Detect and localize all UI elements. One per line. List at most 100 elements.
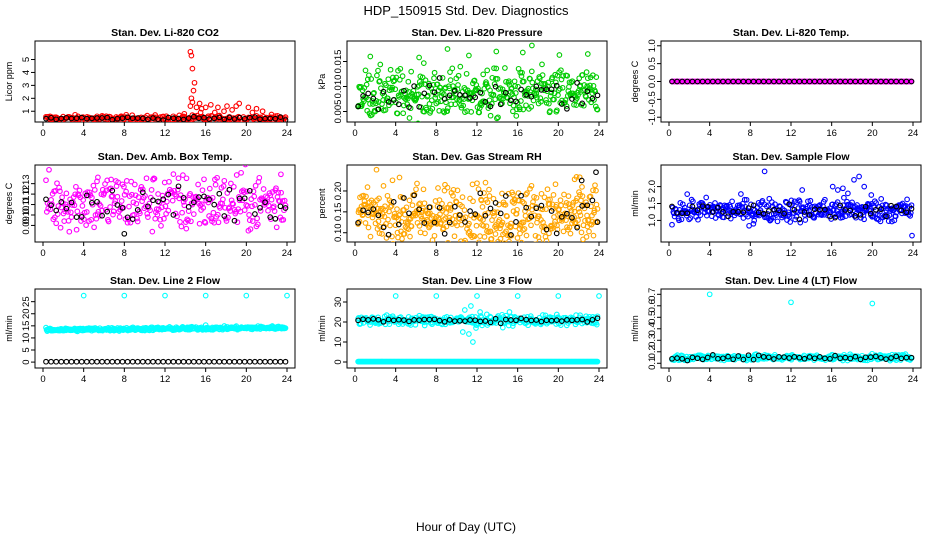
data-point bbox=[519, 198, 526, 205]
data-point bbox=[552, 79, 559, 86]
data-point bbox=[257, 208, 264, 214]
data-point bbox=[508, 232, 514, 238]
data-point bbox=[160, 117, 167, 122]
data-point bbox=[83, 358, 90, 365]
data-point bbox=[502, 202, 509, 208]
data-point bbox=[395, 221, 402, 228]
data-point bbox=[475, 85, 481, 92]
data-point bbox=[252, 114, 258, 120]
data-point bbox=[783, 199, 790, 206]
x-tick-label: 20 bbox=[553, 374, 564, 385]
data-point bbox=[360, 316, 366, 323]
data-point bbox=[390, 78, 397, 85]
data-point bbox=[755, 352, 762, 359]
data-point bbox=[487, 112, 494, 119]
data-point bbox=[267, 358, 274, 365]
data-point bbox=[584, 319, 591, 325]
data-point bbox=[781, 213, 787, 219]
data-point bbox=[380, 88, 387, 95]
data-point bbox=[360, 93, 366, 99]
data-point bbox=[241, 115, 248, 122]
data-point bbox=[576, 209, 583, 215]
data-point bbox=[781, 210, 787, 217]
data-point bbox=[65, 209, 71, 215]
data-point bbox=[577, 212, 584, 219]
data-point bbox=[170, 358, 177, 365]
data-point bbox=[63, 205, 70, 212]
data-point bbox=[394, 206, 400, 212]
data-point bbox=[410, 121, 415, 122]
data-point bbox=[252, 202, 258, 208]
data-point bbox=[818, 212, 825, 218]
data-point bbox=[582, 217, 588, 224]
data-point bbox=[486, 193, 493, 199]
data-point bbox=[796, 216, 803, 223]
data-point bbox=[720, 355, 726, 362]
data-point bbox=[249, 203, 255, 210]
y-axis-label: ml/min bbox=[4, 315, 14, 342]
data-point bbox=[699, 203, 706, 209]
y-tick-label: 0.12 bbox=[21, 185, 32, 204]
data-point bbox=[409, 202, 416, 209]
data-point bbox=[454, 187, 461, 194]
data-point bbox=[43, 196, 49, 203]
data-point bbox=[377, 224, 383, 230]
series-2 bbox=[669, 78, 915, 85]
outlier-point bbox=[459, 329, 466, 335]
data-point bbox=[111, 200, 118, 207]
data-point bbox=[867, 354, 874, 360]
data-point bbox=[480, 223, 487, 229]
data-point bbox=[573, 102, 580, 108]
data-point bbox=[68, 358, 75, 365]
x-tick-label: 8 bbox=[434, 248, 439, 259]
x-tick-label: 12 bbox=[786, 248, 797, 259]
data-point bbox=[134, 358, 141, 365]
data-point bbox=[396, 76, 403, 83]
x-tick-label: 8 bbox=[122, 128, 127, 139]
data-point bbox=[124, 114, 131, 121]
y-tick-label: 0.010 bbox=[333, 75, 344, 99]
data-point bbox=[786, 213, 793, 220]
outlier-point bbox=[470, 339, 476, 345]
data-point bbox=[687, 215, 694, 221]
data-point bbox=[472, 314, 479, 320]
data-point bbox=[760, 210, 767, 217]
data-point bbox=[272, 215, 279, 222]
data-point bbox=[355, 219, 361, 226]
x-tick-label: 16 bbox=[512, 248, 523, 259]
data-point bbox=[231, 358, 238, 365]
data-point bbox=[128, 178, 135, 185]
outlier-point bbox=[202, 104, 209, 111]
data-point bbox=[171, 187, 177, 194]
data-point bbox=[280, 216, 287, 223]
outlier-point bbox=[259, 108, 266, 115]
data-point bbox=[487, 205, 494, 212]
x-tick-label: 24 bbox=[594, 374, 605, 385]
data-point bbox=[58, 199, 65, 205]
data-point bbox=[494, 209, 501, 216]
data-point bbox=[694, 355, 701, 362]
data-point bbox=[548, 317, 555, 324]
data-point bbox=[414, 180, 420, 187]
data-point bbox=[493, 225, 500, 231]
data-point bbox=[370, 316, 377, 322]
data-point bbox=[473, 222, 480, 229]
data-point bbox=[712, 200, 718, 206]
data-point bbox=[431, 232, 438, 239]
data-point bbox=[83, 192, 90, 199]
data-point bbox=[516, 106, 523, 113]
data-point bbox=[483, 81, 490, 87]
x-tick-label: 12 bbox=[472, 128, 483, 139]
data-point bbox=[449, 65, 456, 72]
data-point bbox=[451, 87, 458, 94]
data-point bbox=[179, 209, 185, 216]
data-point bbox=[504, 213, 510, 220]
data-point bbox=[201, 176, 207, 183]
x-tick-label: 0 bbox=[40, 248, 45, 259]
data-point bbox=[114, 115, 121, 122]
y-tick-label: 0.005 bbox=[333, 100, 344, 124]
data-point bbox=[272, 358, 279, 365]
data-point bbox=[187, 190, 193, 197]
data-point bbox=[908, 354, 915, 361]
data-point bbox=[73, 214, 80, 220]
